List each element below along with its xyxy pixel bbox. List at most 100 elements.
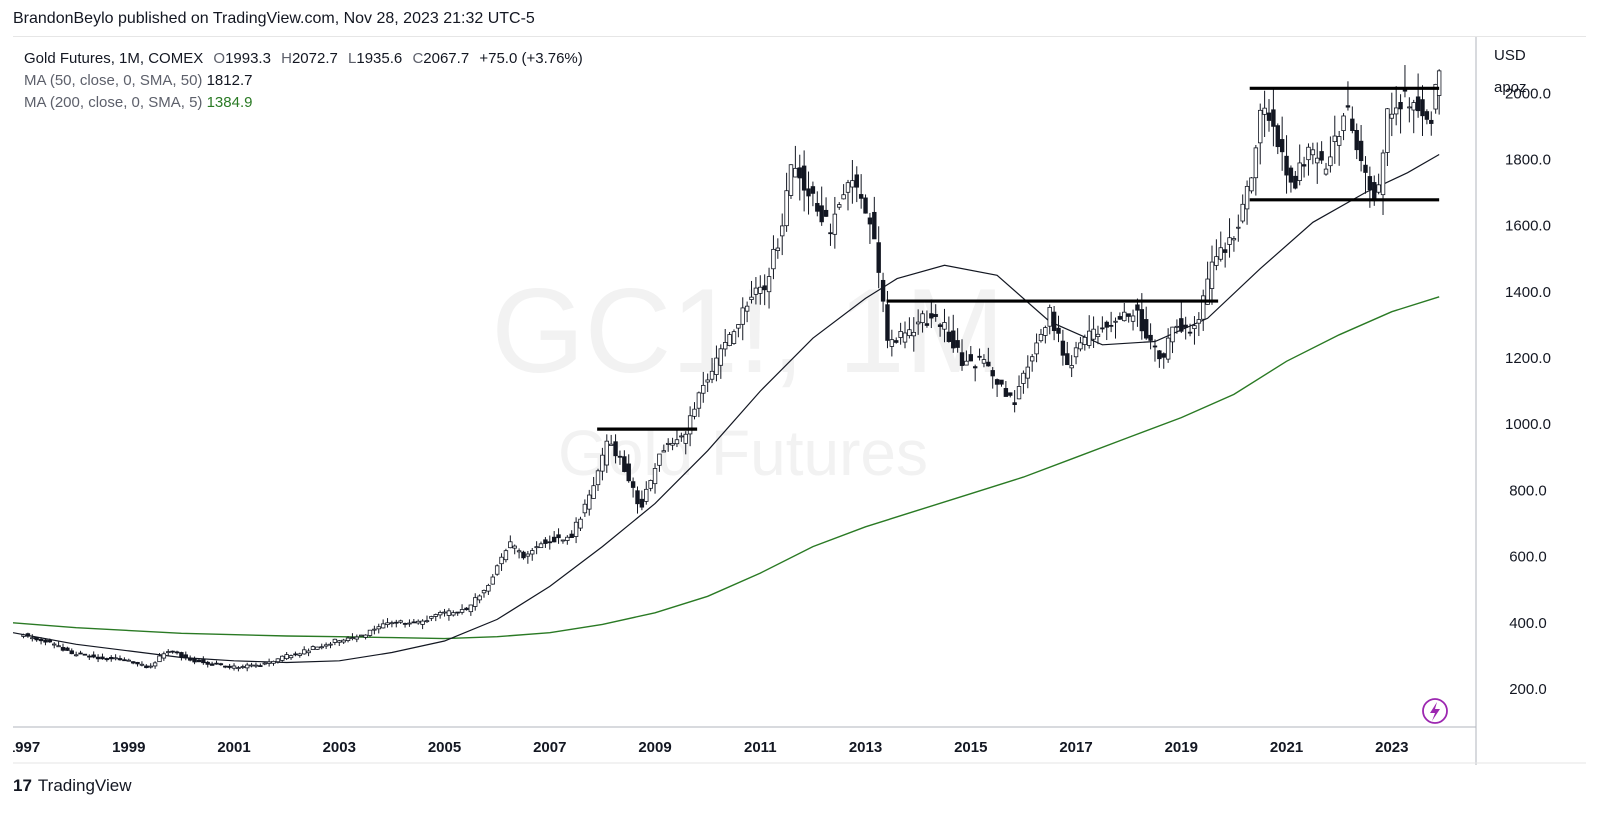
price-tick-label: 200.0 [1509, 681, 1547, 698]
currency-button[interactable]: USD [1494, 47, 1526, 64]
candle [547, 535, 552, 550]
chart-area[interactable]: GC1!, 1M Gold Futures 200.0 400.0 600.0 800… [13, 36, 1586, 781]
candle [1288, 165, 1294, 193]
candle [639, 490, 645, 511]
candle [341, 638, 346, 644]
candle [1411, 99, 1416, 134]
time-tick-label: 2001 [217, 739, 250, 756]
candle [521, 550, 526, 560]
candle [889, 329, 895, 357]
price-chart-svg[interactable]: GC1!, 1M Gold Futures 200.0400.0600.0800… [13, 37, 1586, 781]
candle [556, 528, 561, 544]
candle [161, 651, 167, 661]
candle [573, 517, 579, 544]
candle [543, 537, 548, 548]
time-tick-label: 2013 [849, 739, 882, 756]
candle [696, 391, 702, 418]
candle [981, 354, 987, 368]
candle [1183, 316, 1188, 340]
horizontal-levels-layer[interactable] [597, 86, 1440, 431]
candle [1363, 156, 1368, 194]
candle [1152, 339, 1158, 362]
candle [87, 654, 92, 660]
candle [863, 194, 868, 214]
candle [271, 660, 276, 666]
candle [622, 450, 627, 473]
candle [915, 309, 921, 335]
candle [411, 618, 417, 624]
time-tick-label: 2023 [1375, 739, 1408, 756]
candle [771, 235, 776, 280]
candle [363, 634, 368, 640]
ma50-line [13, 153, 1440, 664]
ma200-row[interactable]: MA (200, close, 0, SMA, 5) 1384.9 [24, 92, 589, 114]
candle [911, 317, 916, 352]
candle [354, 634, 360, 643]
candle [337, 639, 342, 646]
price-tick-label: 1400.0 [1505, 284, 1551, 301]
time-tick-label: 2019 [1165, 739, 1198, 756]
candle [236, 666, 241, 672]
candle [437, 610, 443, 619]
candle [1262, 90, 1267, 137]
candle [1244, 180, 1250, 225]
ma50-label: MA (50, close, 0, SMA, 50) [24, 72, 203, 89]
candle [297, 652, 303, 658]
tradingview-logo[interactable]: 17 [13, 776, 32, 795]
symbol-row[interactable]: Gold Futures, 1M, COMEX O1993.3 H2072.7 … [24, 48, 589, 70]
candle [407, 619, 412, 627]
candle [38, 637, 44, 645]
candle [551, 531, 557, 543]
scale-mode-button[interactable]: apoz [1494, 79, 1527, 96]
candle [398, 619, 403, 624]
ma50-row[interactable]: MA (50, close, 0, SMA, 50) 1812.7 [24, 70, 589, 92]
candle [1008, 392, 1013, 398]
candle [595, 468, 601, 491]
candle [872, 196, 877, 240]
time-tick-label: 1997 [13, 739, 40, 756]
candle [429, 615, 434, 622]
candle [591, 476, 596, 499]
candle [758, 275, 763, 305]
candle [1047, 304, 1052, 335]
candle [661, 444, 667, 453]
price-tick-label: 2000.0 [1505, 85, 1551, 102]
candle [880, 272, 886, 313]
candle [52, 642, 57, 649]
price-tick-label: 1600.0 [1505, 218, 1551, 235]
candle [416, 619, 421, 625]
price-tick-label: 800.0 [1509, 482, 1547, 499]
candle [1275, 123, 1280, 155]
candle [942, 308, 947, 343]
candle [683, 431, 688, 455]
candle [964, 350, 969, 366]
candle [1301, 156, 1307, 178]
candle [1082, 334, 1088, 351]
candle [1354, 123, 1359, 160]
candle [858, 174, 864, 209]
candle [582, 499, 588, 517]
candle [464, 607, 469, 611]
candle [231, 663, 237, 671]
candle [499, 553, 504, 571]
candle [692, 402, 697, 420]
symbol-name: Gold Futures, 1M, COMEX [24, 50, 204, 67]
tradingview-brand[interactable]: TradingView [37, 776, 132, 795]
candle [780, 213, 785, 256]
candle [784, 172, 789, 232]
candle [288, 654, 294, 660]
candle [201, 656, 206, 665]
candle [1279, 116, 1285, 171]
flash-icon[interactable] [1422, 698, 1448, 724]
candle [736, 324, 741, 338]
candle [955, 328, 960, 353]
candle [652, 463, 658, 494]
candle [801, 150, 807, 212]
candle [187, 655, 193, 662]
candle [709, 357, 715, 384]
candle [1258, 103, 1263, 165]
candle [275, 658, 281, 664]
candle [1367, 166, 1373, 208]
change-value: +75.0 (+3.76%) [479, 50, 583, 67]
publisher-credit: BrandonBeylo published on TradingView.co… [13, 10, 535, 27]
